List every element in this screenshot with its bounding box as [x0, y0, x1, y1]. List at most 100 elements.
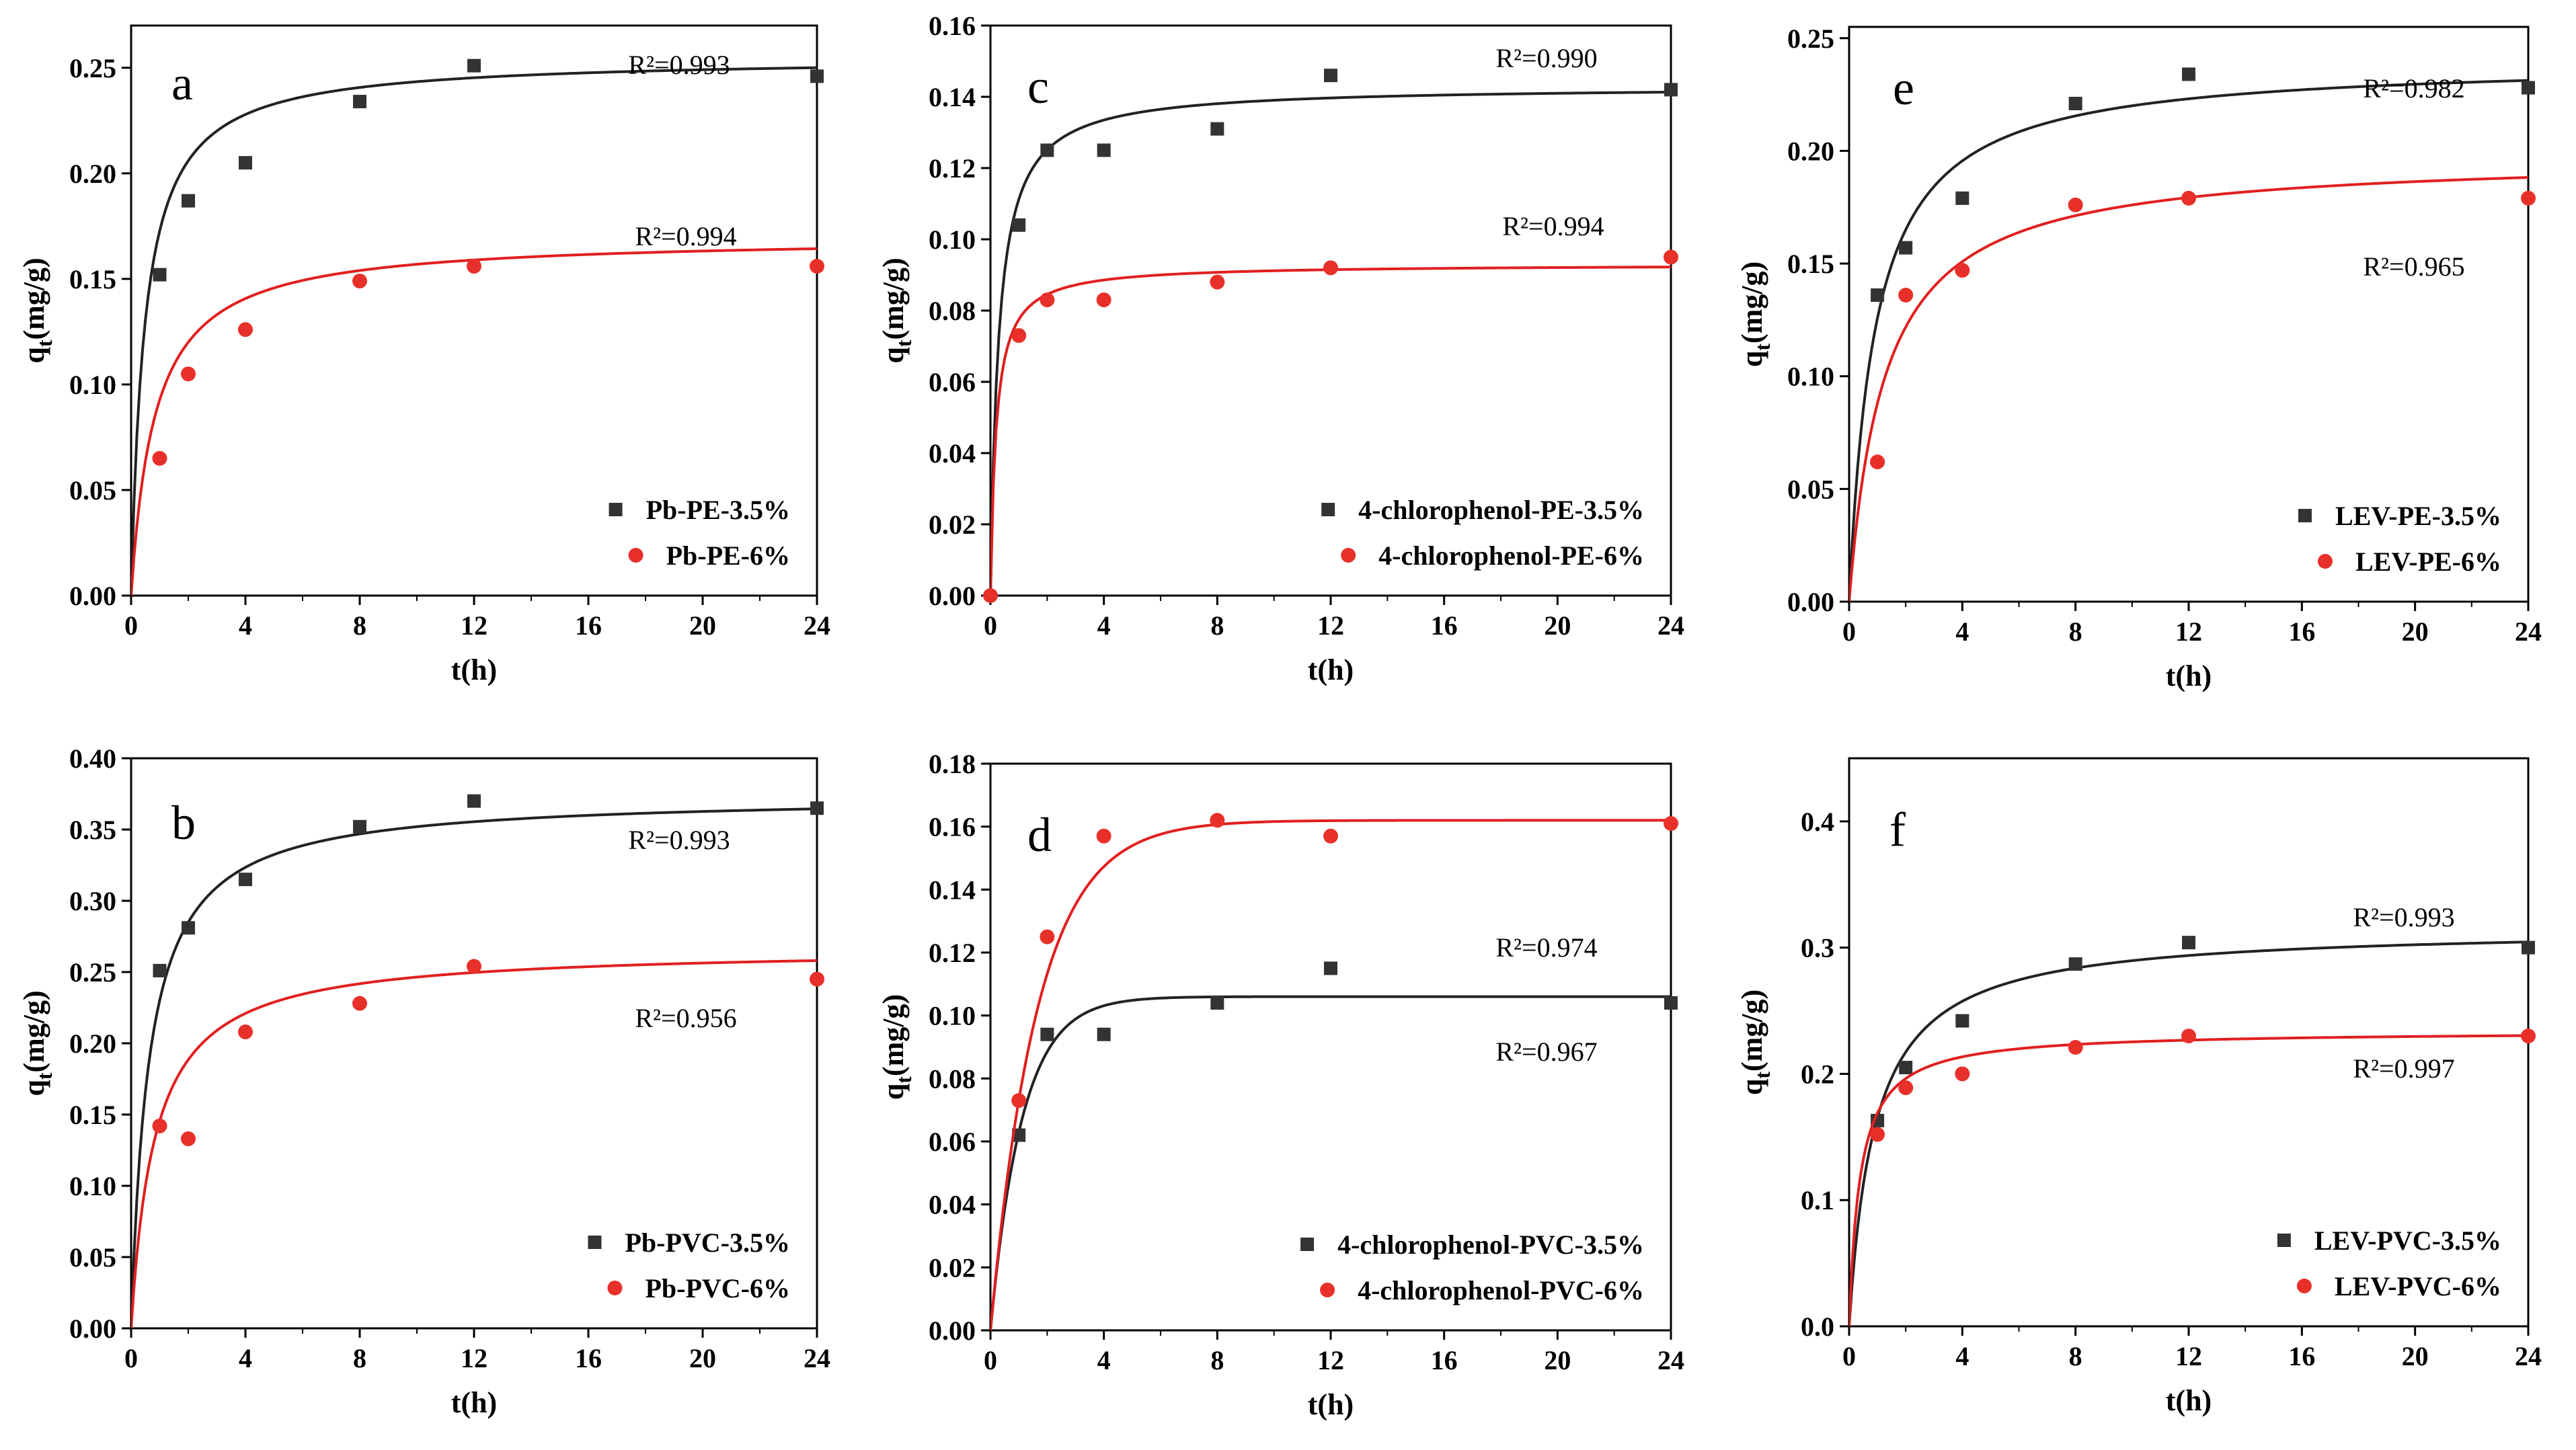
- x-tick-label: 8: [353, 1343, 366, 1373]
- data-point: [1955, 1014, 1969, 1028]
- y-tick-label: 0.06: [929, 367, 976, 397]
- data-point: [1040, 929, 1055, 944]
- data-point: [2182, 67, 2195, 81]
- y-tick-label: 0.08: [929, 1063, 976, 1094]
- x-tick-label: 12: [461, 1343, 487, 1373]
- legend-label: 4-chlorophenol-PE-6%: [1378, 540, 1644, 571]
- legend-label: 4-chlorophenol-PE-3.5%: [1358, 495, 1644, 525]
- x-tick-label: 16: [2288, 616, 2315, 647]
- legend-label: LEV-PE-6%: [2355, 547, 2501, 577]
- data-point: [2068, 197, 2083, 212]
- r2-label: R²=0.994: [1502, 211, 1604, 241]
- x-tick-label: 4: [239, 1343, 252, 1373]
- y-axis-label: qt(mg/g): [17, 990, 56, 1096]
- data-point: [1096, 292, 1111, 308]
- x-axis-label: t(h): [1308, 1388, 1354, 1421]
- data-point: [1097, 143, 1111, 157]
- fit-curve-Pb-PE-3.5%: [131, 66, 817, 596]
- panel-a: 0 4 8 12 16 20 24 0.00 0.05 0.10 0.15 0.20 0.25 t(h) q…: [17, 24, 830, 686]
- x-tick-label: 20: [689, 1343, 716, 1373]
- legend-label: LEV-PE-3.5%: [2335, 501, 2501, 531]
- data-point: [1324, 69, 1337, 83]
- x-tick-label: 24: [1657, 1345, 1684, 1375]
- data-point: [1899, 241, 1913, 255]
- data-point: [152, 450, 167, 466]
- x-tick-label: 12: [1317, 610, 1344, 641]
- data-point: [1323, 828, 1338, 844]
- r2-label: R²=0.974: [1495, 932, 1597, 963]
- y-tick-label: 0.04: [929, 438, 976, 469]
- x-tick-label: 16: [575, 610, 602, 641]
- panel-d: 0 4 8 12 16 20 24 0.00 0.02 0.04 0.06 0.08 0.10 0.12 0…: [877, 749, 1684, 1421]
- x-tick-label: 8: [1210, 1345, 1224, 1375]
- legend-marker: [628, 548, 643, 563]
- data-point: [352, 274, 367, 289]
- data-point: [810, 69, 824, 83]
- y-axis-label: qt(mg/g): [1735, 261, 1774, 367]
- data-point: [467, 259, 481, 274]
- y-tick-label: 0.10: [929, 1001, 976, 1031]
- r2-label: R²=0.993: [628, 825, 730, 855]
- y-axis-label: qt(mg/g): [17, 257, 56, 363]
- fit-curve-LEV-PVC-3.5%: [1849, 940, 2528, 1326]
- x-tick-label: 4: [1097, 1345, 1111, 1375]
- y-tick-label: 0.10: [929, 225, 976, 255]
- data-point: [810, 259, 824, 274]
- y-tick-label: 0.08: [929, 296, 976, 326]
- y-tick-label: 0.35: [69, 815, 116, 845]
- data-point: [1040, 292, 1055, 308]
- data-point: [1012, 1128, 1026, 1142]
- y-tick-label: 0.20: [1787, 136, 1834, 166]
- legend-label: 4-chlorophenol-PVC-6%: [1358, 1275, 1644, 1305]
- y-axis-label: qt(mg/g): [877, 257, 916, 363]
- legend-marker: [1321, 503, 1335, 516]
- x-tick-label: 20: [2402, 1341, 2429, 1371]
- x-tick-label: 4: [1955, 616, 1969, 647]
- y-tick-label: 0.40: [69, 743, 116, 774]
- data-point: [353, 95, 366, 109]
- x-tick-label: 20: [1544, 610, 1571, 641]
- r2-label: R²=0.956: [635, 1003, 736, 1033]
- x-tick-label: 24: [2515, 1341, 2542, 1371]
- data-point: [1012, 218, 1026, 232]
- legend-label: Pb-PVC-6%: [645, 1273, 790, 1303]
- y-tick-label: 0.14: [929, 82, 976, 112]
- y-tick-label: 0.00: [1787, 587, 1834, 617]
- data-point: [1870, 454, 1885, 470]
- legend-marker: [2296, 1279, 2312, 1293]
- panel-letter: e: [1893, 61, 1914, 115]
- data-point: [1323, 260, 1338, 276]
- y-tick-label: 0.4: [1801, 807, 1834, 837]
- legend-marker: [609, 503, 623, 516]
- x-tick-label: 0: [1842, 1341, 1856, 1371]
- data-point: [1011, 328, 1027, 344]
- x-tick-label: 4: [239, 610, 252, 641]
- x-axis-label: t(h): [1308, 653, 1354, 686]
- y-tick-label: 0.18: [929, 749, 976, 779]
- legend-marker: [2298, 509, 2312, 522]
- x-tick-label: 16: [575, 1343, 602, 1373]
- x-tick-label: 4: [1955, 1341, 1969, 1371]
- y-tick-label: 0.15: [1787, 249, 1834, 279]
- panel-letter: f: [1889, 803, 1906, 856]
- data-point: [1210, 996, 1224, 1010]
- data-point: [810, 971, 824, 987]
- legend-label: LEV-PVC-6%: [2335, 1271, 2501, 1301]
- data-point: [2068, 97, 2082, 110]
- x-tick-label: 8: [353, 610, 366, 641]
- y-tick-label: 0.16: [929, 11, 976, 41]
- legend-label: 4-chlorophenol-PVC-3.5%: [1337, 1230, 1644, 1260]
- panel-letter: c: [1027, 60, 1049, 114]
- data-point: [1898, 288, 1914, 303]
- r2-label: R²=0.994: [635, 221, 736, 251]
- fit-curve-LEV-PE-6%: [1849, 175, 2528, 602]
- legend-marker: [1300, 1238, 1315, 1251]
- legend-marker: [588, 1236, 602, 1249]
- y-tick-label: 0.30: [69, 886, 116, 916]
- y-tick-label: 0.15: [69, 264, 116, 294]
- data-point: [2522, 940, 2535, 955]
- y-tick-label: 0.2: [1801, 1059, 1834, 1089]
- x-tick-label: 16: [1431, 1345, 1458, 1375]
- x-tick-label: 0: [984, 610, 997, 641]
